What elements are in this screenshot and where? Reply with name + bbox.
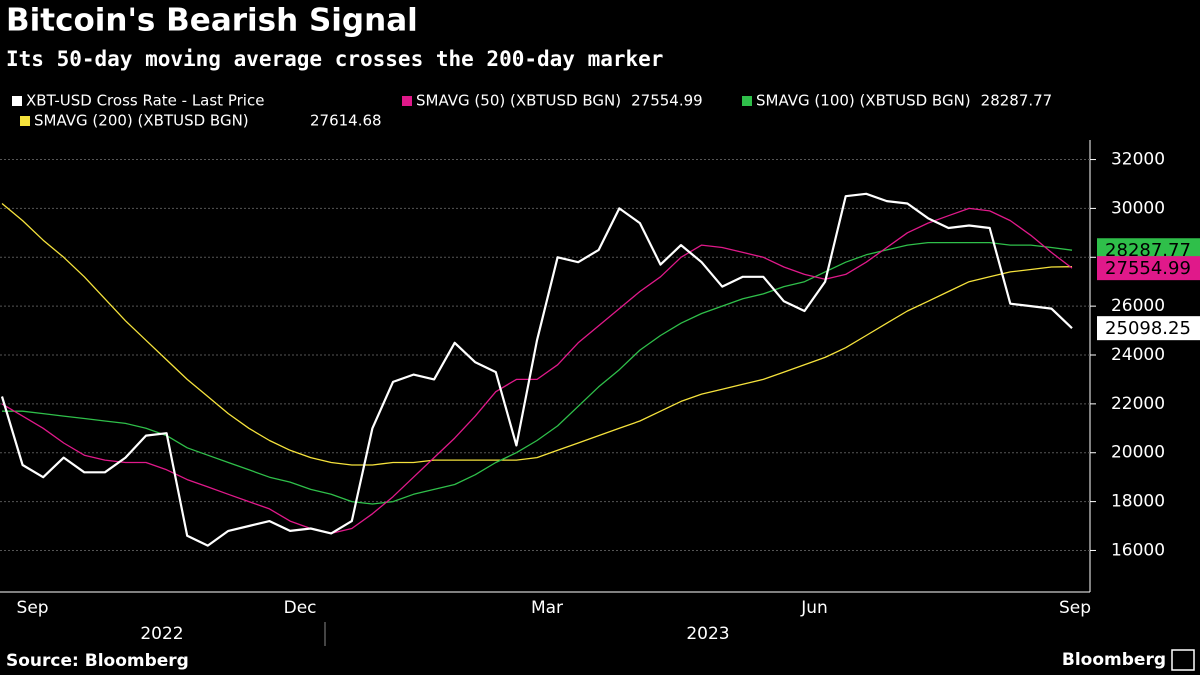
legend-label: SMAVG (50) (XBTUSD BGN) (416, 92, 621, 110)
value-tag (1097, 316, 1200, 341)
brand: Bloomberg (1062, 650, 1166, 670)
legend-value: 28287.77 (981, 92, 1053, 110)
legend-value: 27554.99 (631, 92, 703, 110)
source: Source: Bloomberg (6, 651, 189, 671)
line-series (0, 192, 1073, 547)
value-tag-label: 27554.99 (1105, 258, 1191, 279)
x-tick-label: Dec (284, 598, 317, 618)
y-tick-label: 20000 (1111, 443, 1165, 463)
value-tag-label: 28287.77 (1105, 240, 1191, 261)
legend-swatch (20, 116, 30, 126)
legend-swatch (742, 96, 752, 106)
y-tick-label: 30000 (1111, 198, 1165, 218)
y-tick-label: 22000 (1111, 394, 1165, 414)
value-tag (1097, 256, 1200, 281)
legend-label: XBT-USD Cross Rate - Last Price (26, 92, 264, 110)
legend-swatch (402, 96, 412, 106)
legend-label: SMAVG (200) (XBTUSD BGN) (34, 112, 249, 130)
y-tick-label: 18000 (1111, 492, 1165, 512)
line-series (1, 202, 1073, 466)
legend-swatch (12, 96, 22, 106)
y-tick-label: 16000 (1111, 540, 1165, 560)
legend-value: 27614.68 (310, 112, 382, 130)
y-tick-label: 24000 (1111, 345, 1165, 365)
x-tick-label: Sep (17, 598, 49, 618)
line-series (1, 207, 1073, 535)
y-tick-label: 32000 (1111, 150, 1165, 170)
year-label: 2023 (686, 624, 729, 644)
brand-icon (1171, 649, 1195, 671)
x-tick-label: Mar (531, 598, 563, 618)
x-tick-label: Jun (800, 598, 828, 618)
legend-label: SMAVG (100) (XBTUSD BGN) (756, 92, 971, 110)
x-tick-label: Sep (1059, 598, 1091, 618)
chart-subtitle: Its 50-day moving average crosses the 20… (6, 47, 663, 71)
line-series (2, 241, 1073, 505)
y-tick-label: 26000 (1111, 296, 1165, 316)
year-label: 2022 (140, 624, 183, 644)
chart-title: Bitcoin's Bearish Signal (6, 3, 418, 39)
value-tag-label: 25098.25 (1105, 318, 1191, 339)
